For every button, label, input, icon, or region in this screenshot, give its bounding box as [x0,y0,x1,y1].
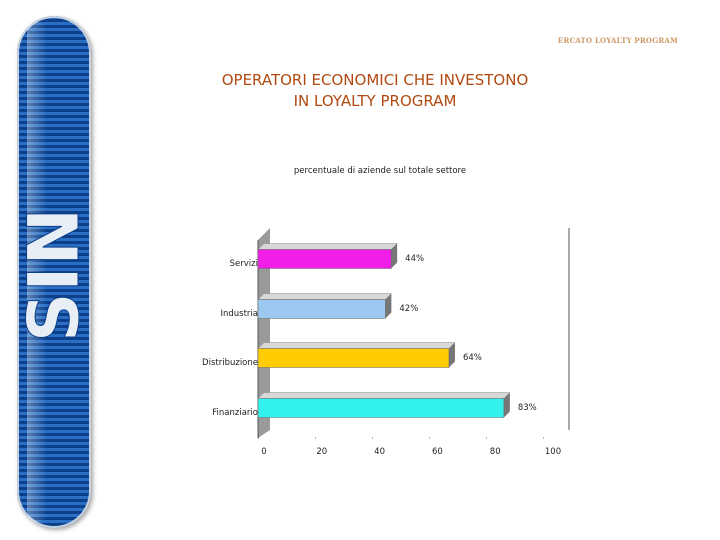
x-ticks: 0 20 40 60 80 100 [261,447,561,457]
x-tick-40: 40 [374,447,385,457]
bar-distribuzione [257,348,450,368]
value-label-industria: 42% [399,304,418,314]
x-tick-100: 100 [545,447,561,457]
bar-top-servizi [257,243,398,250]
category-label-distribuzione: Distribuzione [202,358,258,368]
title-line-2: IN LOYALTY PROGRAM [293,92,457,110]
bar-top-distribuzione [257,342,456,349]
sin-logo: SIN [23,207,85,343]
bar-side-finanziario [503,392,510,418]
x-tick-20: 20 [316,447,327,457]
left-wall [258,228,270,438]
bar-side-distribuzione [448,342,455,368]
bar-top-industria [257,293,392,300]
bar-finanziario [257,398,505,418]
logo-text: SIN [23,207,85,342]
x-tick-60: 60 [432,447,443,457]
value-label-distribuzione: 64% [463,353,482,363]
page-title: OPERATORI ECONOMICI CHE INVESTONO IN LOY… [190,70,560,112]
chart-title: percentuale di aziende sul totale settor… [294,166,466,176]
x-tick-0: 0 [261,447,266,457]
x-tick-80: 80 [490,447,501,457]
category-label-servizi: Servizi [230,259,258,269]
bars-group [257,243,511,418]
value-labels: 44% 42% 64% 83% [399,254,536,413]
value-label-servizi: 44% [405,254,424,264]
bar-side-industria [385,293,392,319]
value-label-finanziario: 83% [518,403,537,413]
category-label-industria: Industria [220,309,258,319]
bar-industria [257,299,386,319]
side-band [17,16,91,528]
title-line-1: OPERATORI ECONOMICI CHE INVESTONO [221,71,529,89]
header-tag: ERCATO LOYALTY PROGRAM [557,36,678,45]
category-label-finanziario: Finanziario [212,408,258,418]
bar-servizi [257,249,392,269]
category-labels: Servizi Industria Distribuzione Finanziario [202,259,258,418]
bar-top-finanziario [257,392,511,399]
bar-side-servizi [391,243,398,269]
